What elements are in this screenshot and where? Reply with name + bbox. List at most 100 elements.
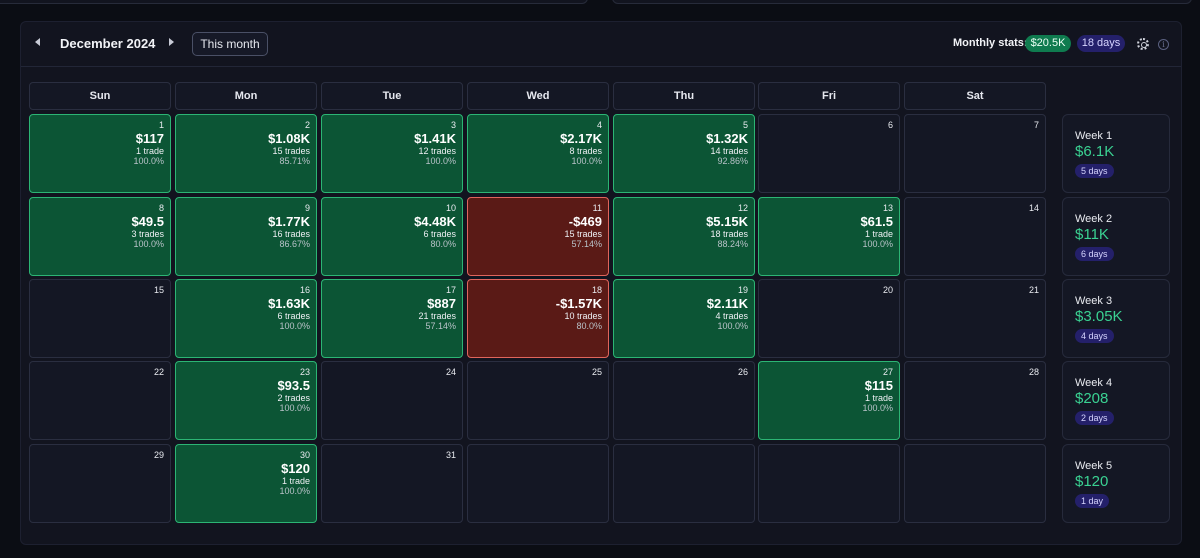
week-days-badge: 6 days <box>1075 247 1114 261</box>
day-win-rate: 92.86% <box>717 156 748 166</box>
day-cell[interactable]: 24 <box>321 361 463 440</box>
week-summary-card[interactable]: Week 3 $3.05K 4 days <box>1062 279 1170 358</box>
week-total: $208 <box>1075 390 1109 407</box>
chevron-left-icon[interactable] <box>35 38 40 46</box>
day-pnl: $61.5 <box>860 214 893 229</box>
week-label: Week 1 <box>1075 130 1113 142</box>
empty-day-cell <box>758 444 900 523</box>
day-cell[interactable]: 5 $1.32K 14 trades 92.86% <box>613 114 755 193</box>
day-cell[interactable]: 22 <box>29 361 171 440</box>
day-pnl: $1.77K <box>268 214 310 229</box>
weekday-header: Tue <box>321 82 463 110</box>
day-cell[interactable]: 12 $5.15K 18 trades 88.24% <box>613 197 755 276</box>
day-pnl: $887 <box>427 296 456 311</box>
day-trade-count: 1 trade <box>864 393 893 403</box>
week-summary-card[interactable]: Week 4 $208 2 days <box>1062 361 1170 440</box>
day-pnl: $115 <box>864 378 893 393</box>
day-number: 7 <box>1033 120 1039 130</box>
day-cell[interactable]: 20 <box>758 279 900 358</box>
day-trade-count: 1 trade <box>864 229 893 239</box>
weekday-header: Wed <box>467 82 609 110</box>
week-total: $6.1K <box>1075 143 1115 160</box>
day-cell[interactable]: 31 <box>321 444 463 523</box>
day-cell[interactable]: 23 $93.5 2 trades 100.0% <box>175 361 317 440</box>
day-trade-count: 15 trades <box>272 146 310 156</box>
day-number <box>905 450 1039 461</box>
day-cell[interactable]: 13 $61.5 1 trade 100.0% <box>758 197 900 276</box>
day-number: 8 <box>158 203 164 213</box>
day-cell[interactable]: 29 <box>29 444 171 523</box>
day-cell[interactable]: 7 <box>904 114 1046 193</box>
day-cell[interactable]: 30 $120 1 trade 100.0% <box>175 444 317 523</box>
day-cell[interactable]: 2 $1.08K 15 trades 85.71% <box>175 114 317 193</box>
day-number: 10 <box>445 203 456 213</box>
day-win-rate: 80.0% <box>430 239 456 249</box>
day-cell[interactable]: 9 $1.77K 16 trades 86.67% <box>175 197 317 276</box>
day-pnl: $4.48K <box>414 214 456 229</box>
day-number: 20 <box>882 285 893 295</box>
day-cell[interactable]: 25 <box>467 361 609 440</box>
day-cell[interactable]: 19 $2.11K 4 trades 100.0% <box>613 279 755 358</box>
day-number: 24 <box>445 367 456 377</box>
day-trade-count: 2 trades <box>277 393 310 403</box>
day-pnl: $2.17K <box>560 131 602 146</box>
day-pnl: $117 <box>135 131 164 146</box>
day-pnl: $120 <box>281 461 310 476</box>
day-win-rate: 88.24% <box>717 239 748 249</box>
chevron-right-icon[interactable] <box>169 38 174 46</box>
top-panel-fragment-left <box>0 0 588 4</box>
day-pnl: $5.15K <box>706 214 748 229</box>
day-cell[interactable]: 17 $887 21 trades 57.14% <box>321 279 463 358</box>
day-cell[interactable]: 1 $117 1 trade 100.0% <box>29 114 171 193</box>
day-cell[interactable]: 4 $2.17K 8 trades 100.0% <box>467 114 609 193</box>
week-summary-card[interactable]: Week 2 $11K 6 days <box>1062 197 1170 276</box>
day-number: 13 <box>882 203 893 213</box>
day-trade-count: 14 trades <box>710 146 748 156</box>
day-number: 5 <box>742 120 748 130</box>
day-number: 12 <box>737 203 748 213</box>
day-cell[interactable]: 11 -$469 15 trades 57.14% <box>467 197 609 276</box>
day-win-rate: 86.67% <box>279 239 310 249</box>
day-pnl: $1.32K <box>706 131 748 146</box>
week-summary-card[interactable]: Week 1 $6.1K 5 days <box>1062 114 1170 193</box>
day-trade-count: 1 trade <box>281 476 310 486</box>
day-number: 4 <box>596 120 602 130</box>
this-month-button[interactable]: This month <box>192 32 268 56</box>
day-cell[interactable]: 8 $49.5 3 trades 100.0% <box>29 197 171 276</box>
day-cell[interactable]: 10 $4.48K 6 trades 80.0% <box>321 197 463 276</box>
info-icon[interactable]: i <box>1158 39 1169 50</box>
day-trade-count: 6 trades <box>277 311 310 321</box>
day-win-rate: 100.0% <box>862 403 893 413</box>
day-trade-count: 16 trades <box>272 229 310 239</box>
day-win-rate: 100.0% <box>862 239 893 249</box>
day-number: 2 <box>304 120 310 130</box>
day-cell[interactable]: 6 <box>758 114 900 193</box>
calendar-header: December 2024 This month Monthly stats: … <box>21 22 1181 67</box>
day-cell[interactable]: 3 $1.41K 12 trades 100.0% <box>321 114 463 193</box>
day-trade-count: 6 trades <box>423 229 456 239</box>
week-days-badge: 5 days <box>1075 164 1114 178</box>
day-cell[interactable]: 18 -$1.57K 10 trades 80.0% <box>467 279 609 358</box>
day-trade-count: 3 trades <box>131 229 164 239</box>
week-days-badge: 4 days <box>1075 329 1114 343</box>
gear-icon[interactable] <box>1137 38 1149 50</box>
day-trade-count: 1 trade <box>135 146 164 156</box>
top-panel-fragment-right <box>612 0 1192 4</box>
week-days-badge: 2 days <box>1075 411 1114 425</box>
weekday-header: Fri <box>758 82 900 110</box>
day-cell[interactable]: 28 <box>904 361 1046 440</box>
day-cell[interactable]: 21 <box>904 279 1046 358</box>
day-cell[interactable]: 14 <box>904 197 1046 276</box>
day-win-rate: 80.0% <box>576 321 602 331</box>
day-trade-count: 15 trades <box>564 229 602 239</box>
day-win-rate: 57.14% <box>571 239 602 249</box>
day-win-rate: 100.0% <box>279 486 310 496</box>
day-win-rate: 100.0% <box>133 156 164 166</box>
week-label: Week 3 <box>1075 295 1113 307</box>
day-cell[interactable]: 16 $1.63K 6 trades 100.0% <box>175 279 317 358</box>
day-cell[interactable]: 27 $115 1 trade 100.0% <box>758 361 900 440</box>
day-cell[interactable]: 15 <box>29 279 171 358</box>
week-summary-card[interactable]: Week 5 $120 1 day <box>1062 444 1170 523</box>
week-total: $120 <box>1075 473 1109 490</box>
day-cell[interactable]: 26 <box>613 361 755 440</box>
